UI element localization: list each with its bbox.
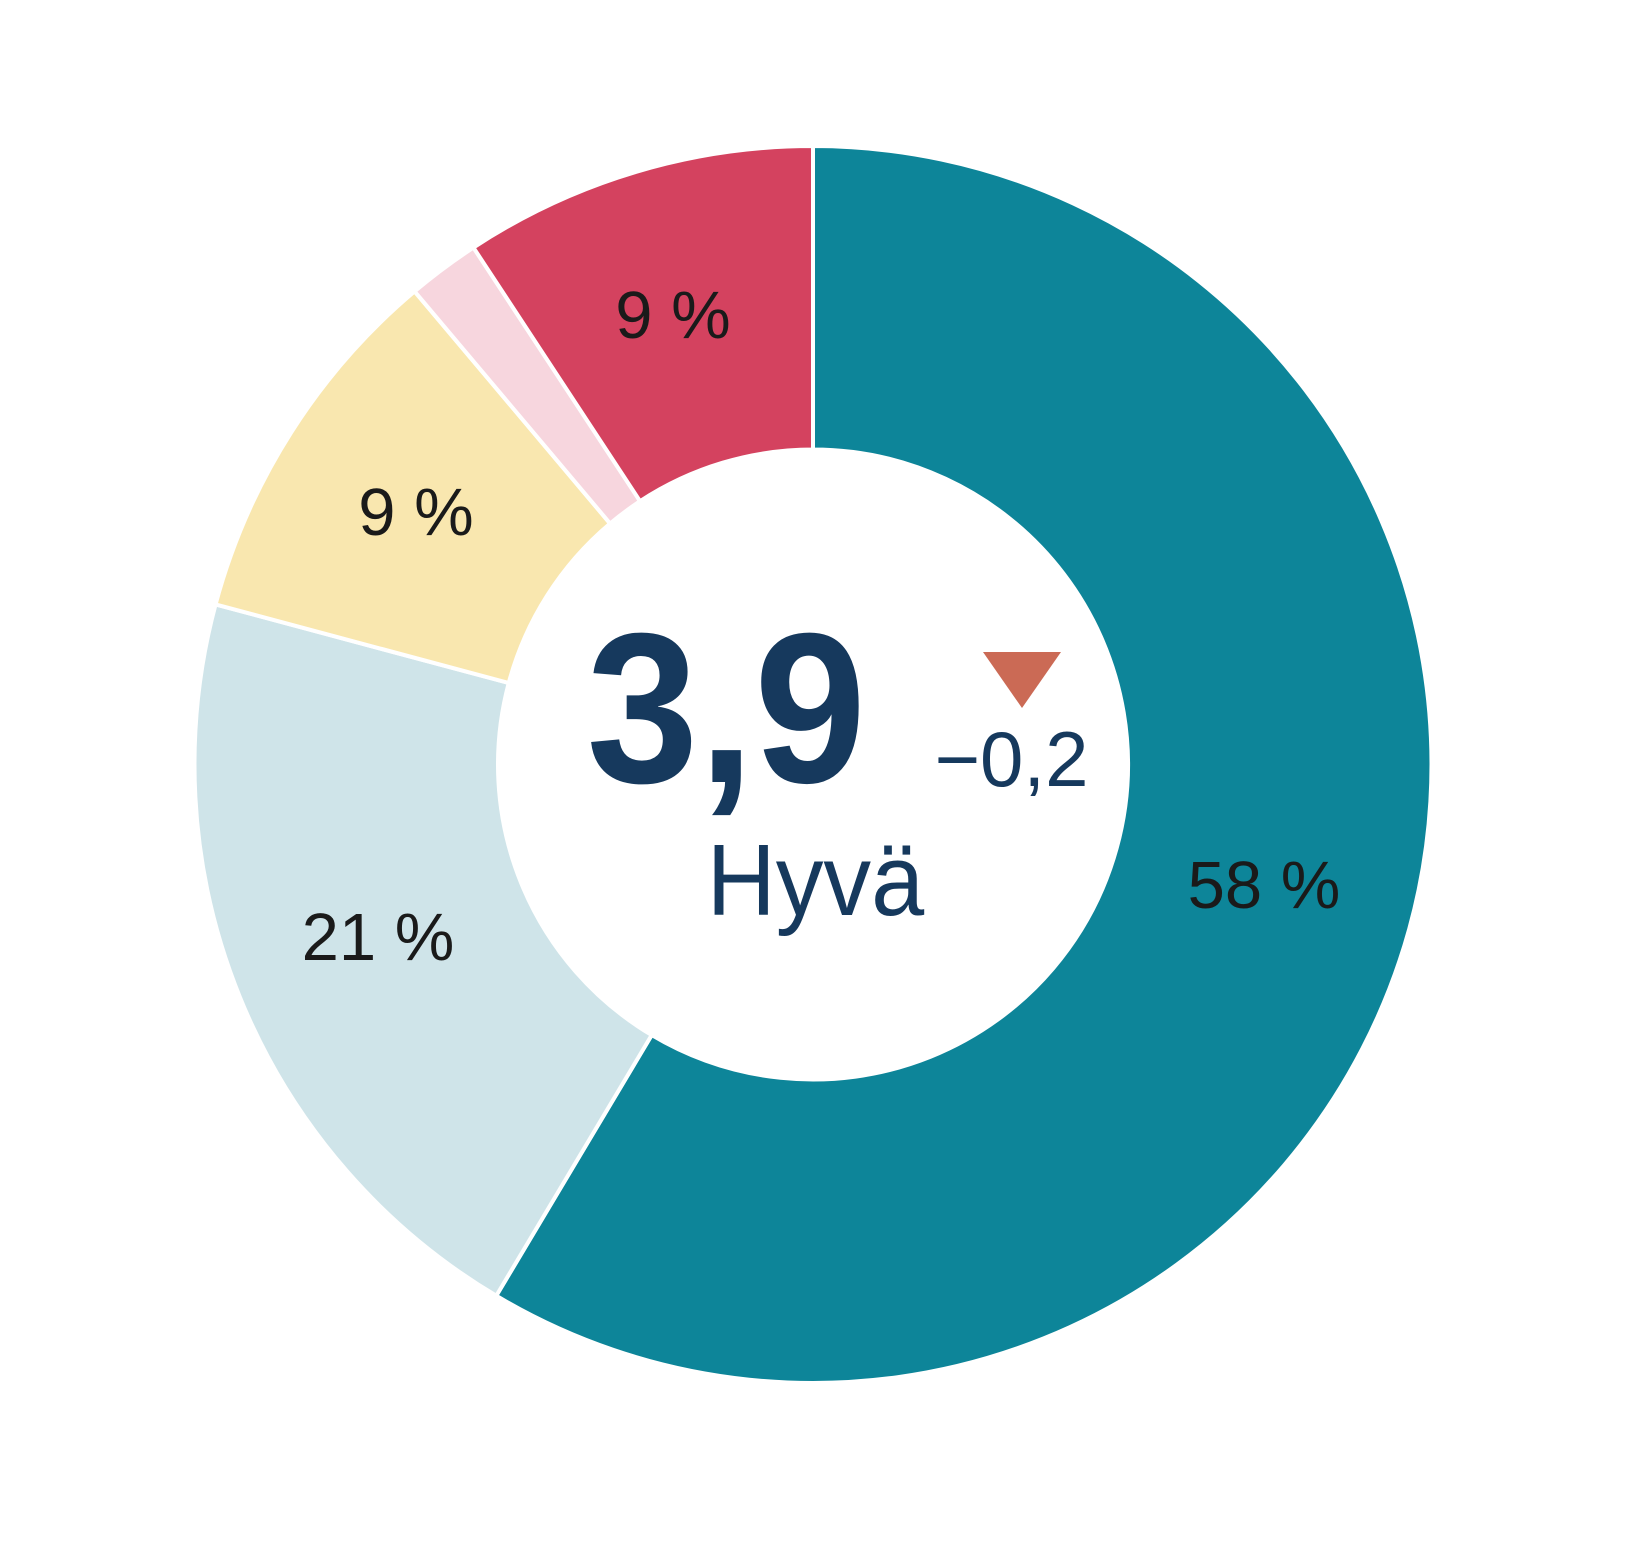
svg-text:3,9: 3,9 (586, 589, 866, 828)
svg-text:58 %: 58 % (1188, 848, 1341, 923)
svg-text:9 %: 9 % (358, 475, 473, 550)
svg-text:−0,2: −0,2 (935, 715, 1089, 803)
svg-text:21 %: 21 % (302, 900, 455, 975)
svg-text:9 %: 9 % (615, 278, 730, 353)
svg-text:Hyvä: Hyvä (707, 824, 925, 937)
